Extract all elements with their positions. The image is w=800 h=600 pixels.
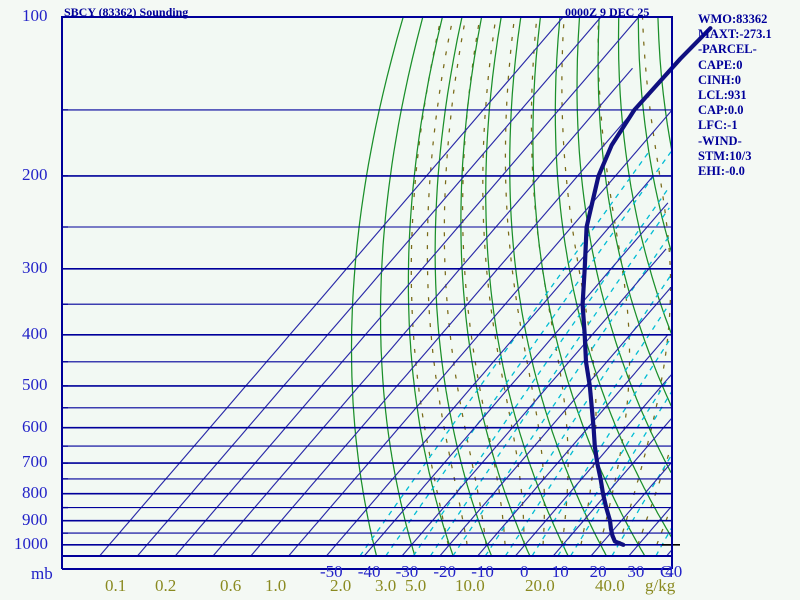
temperature-trace [580, 26, 713, 547]
isotherm-line [250, 67, 671, 557]
isotherm-line [174, 16, 640, 557]
param-line: EHI:-0.0 [698, 164, 745, 179]
isotherm-line [99, 16, 564, 557]
moist-adiabat-line [637, 444, 673, 546]
pressure-axis-unit: mb [31, 564, 53, 583]
mixing-ratio-line [557, 376, 671, 557]
temperature-axis-label: -20 [433, 562, 457, 581]
dry-adiabat-line [379, 16, 424, 557]
pressure-axis-label: 800 [22, 482, 48, 502]
temperature-axis-label: 20 [589, 562, 607, 581]
pressure-axis-label: 400 [22, 323, 48, 343]
isobar-group [62, 16, 672, 546]
temperature-axis-label: -30 [395, 562, 419, 581]
pressure-axis-label: 300 [22, 257, 48, 277]
plot-frame [61, 16, 673, 557]
mixing-ratio-axis-label: 5.0 [405, 576, 427, 595]
mixing-ratio-axis-label: 10.0 [455, 576, 485, 595]
mixing-ratio-line [452, 235, 670, 557]
dry-adiabat-line [509, 16, 608, 557]
isotherm-line [477, 334, 669, 557]
mixing-ratio-axis-label: 3.0 [375, 576, 397, 595]
temperature-axis-label: 0 [520, 562, 529, 581]
mixing-ratio-axis-label: 0.1 [105, 576, 127, 595]
param-line: LFC:-1 [698, 118, 738, 133]
mixing-ratio-axis-label: 1.0 [265, 576, 287, 595]
param-line: CINH:0 [698, 72, 742, 87]
dry-adiabat-line [576, 16, 672, 473]
moist-adiabat-group [410, 16, 673, 546]
pressure-axis-label: 100 [22, 6, 48, 25]
isotherm-line [401, 248, 667, 557]
plot-background [62, 17, 672, 556]
pressure-axis-label: 700 [22, 452, 48, 472]
dry-adiabat-line [657, 16, 673, 152]
dry-adiabat-line [350, 16, 404, 557]
param-line: CAP:0.0 [698, 103, 744, 118]
temperature-axis-unit: C [660, 562, 672, 581]
param-line: -PARCEL- [698, 42, 757, 57]
mixing-ratio-axis-label: 40.0 [595, 576, 625, 595]
dry-adiabat-line [407, 16, 454, 557]
isotherm-line [363, 202, 669, 557]
param-line: -WIND- [698, 133, 742, 148]
temperature-axis-label: 10 [551, 562, 569, 581]
mixing-ratio-axis-label: 0.2 [155, 576, 177, 595]
dry-adiabat-line [485, 16, 569, 557]
parameter-panel: WMO:83362 MAXT:-273.1 -PARCEL- CAPE:0 CINH:0… [698, 12, 772, 179]
temperature-axis-label: -40 [357, 562, 381, 581]
isotherm-line [439, 286, 672, 557]
dry-adiabat-line [532, 16, 646, 557]
dry-adiabat-line [434, 16, 493, 557]
param-line: STM:10/3 [698, 148, 752, 163]
dry-adiabat-line [597, 16, 673, 409]
param-line: LCL:931 [698, 88, 747, 103]
isotherm-line [590, 462, 672, 557]
param-line: WMO:83362 [698, 12, 768, 26]
temperature-axis-label: 40 [665, 562, 683, 581]
param-line: MAXT:-273.1 [698, 27, 772, 42]
dry-adiabat-group [350, 16, 673, 557]
mixing-ratio-line [531, 340, 670, 557]
sounding-time: 0000Z 9 DEC 25 [565, 5, 650, 19]
mixing-ratio-line [412, 186, 670, 557]
temperature-trace-group [580, 26, 713, 547]
pressure-axis-label: 500 [22, 374, 48, 394]
pressure-axis-label: 1000 [14, 533, 48, 553]
mixing-ratio-line [359, 151, 650, 557]
temperature-axis-label: -10 [471, 562, 494, 581]
mixing-ratio-line [484, 275, 671, 557]
mixing-ratio-axis-unit: g/kg [645, 576, 676, 595]
mixing-ratio-axis-label: 0.6 [220, 576, 242, 595]
mixing-ratio-line [429, 207, 670, 557]
isotherm-line [514, 373, 673, 557]
isotherm-line [325, 175, 654, 557]
param-line: CAPE:0 [698, 57, 743, 72]
mixing-ratio-line [385, 151, 672, 557]
isotherm-line [212, 67, 633, 557]
temperature-axis-label: -50 [320, 562, 343, 581]
pressure-axis-label: 200 [22, 164, 48, 184]
mixing-ratio-axis-label: 20.0 [525, 576, 555, 595]
isotherm-line [136, 16, 602, 557]
page-title: SBCY (83362) Sounding [64, 5, 189, 19]
temperature-axis-label: 30 [627, 562, 645, 581]
mixing-ratio-axis-label: 2.0 [330, 576, 352, 595]
pressure-axis-label: 600 [22, 416, 48, 436]
pressure-axis-label: 900 [22, 509, 48, 529]
